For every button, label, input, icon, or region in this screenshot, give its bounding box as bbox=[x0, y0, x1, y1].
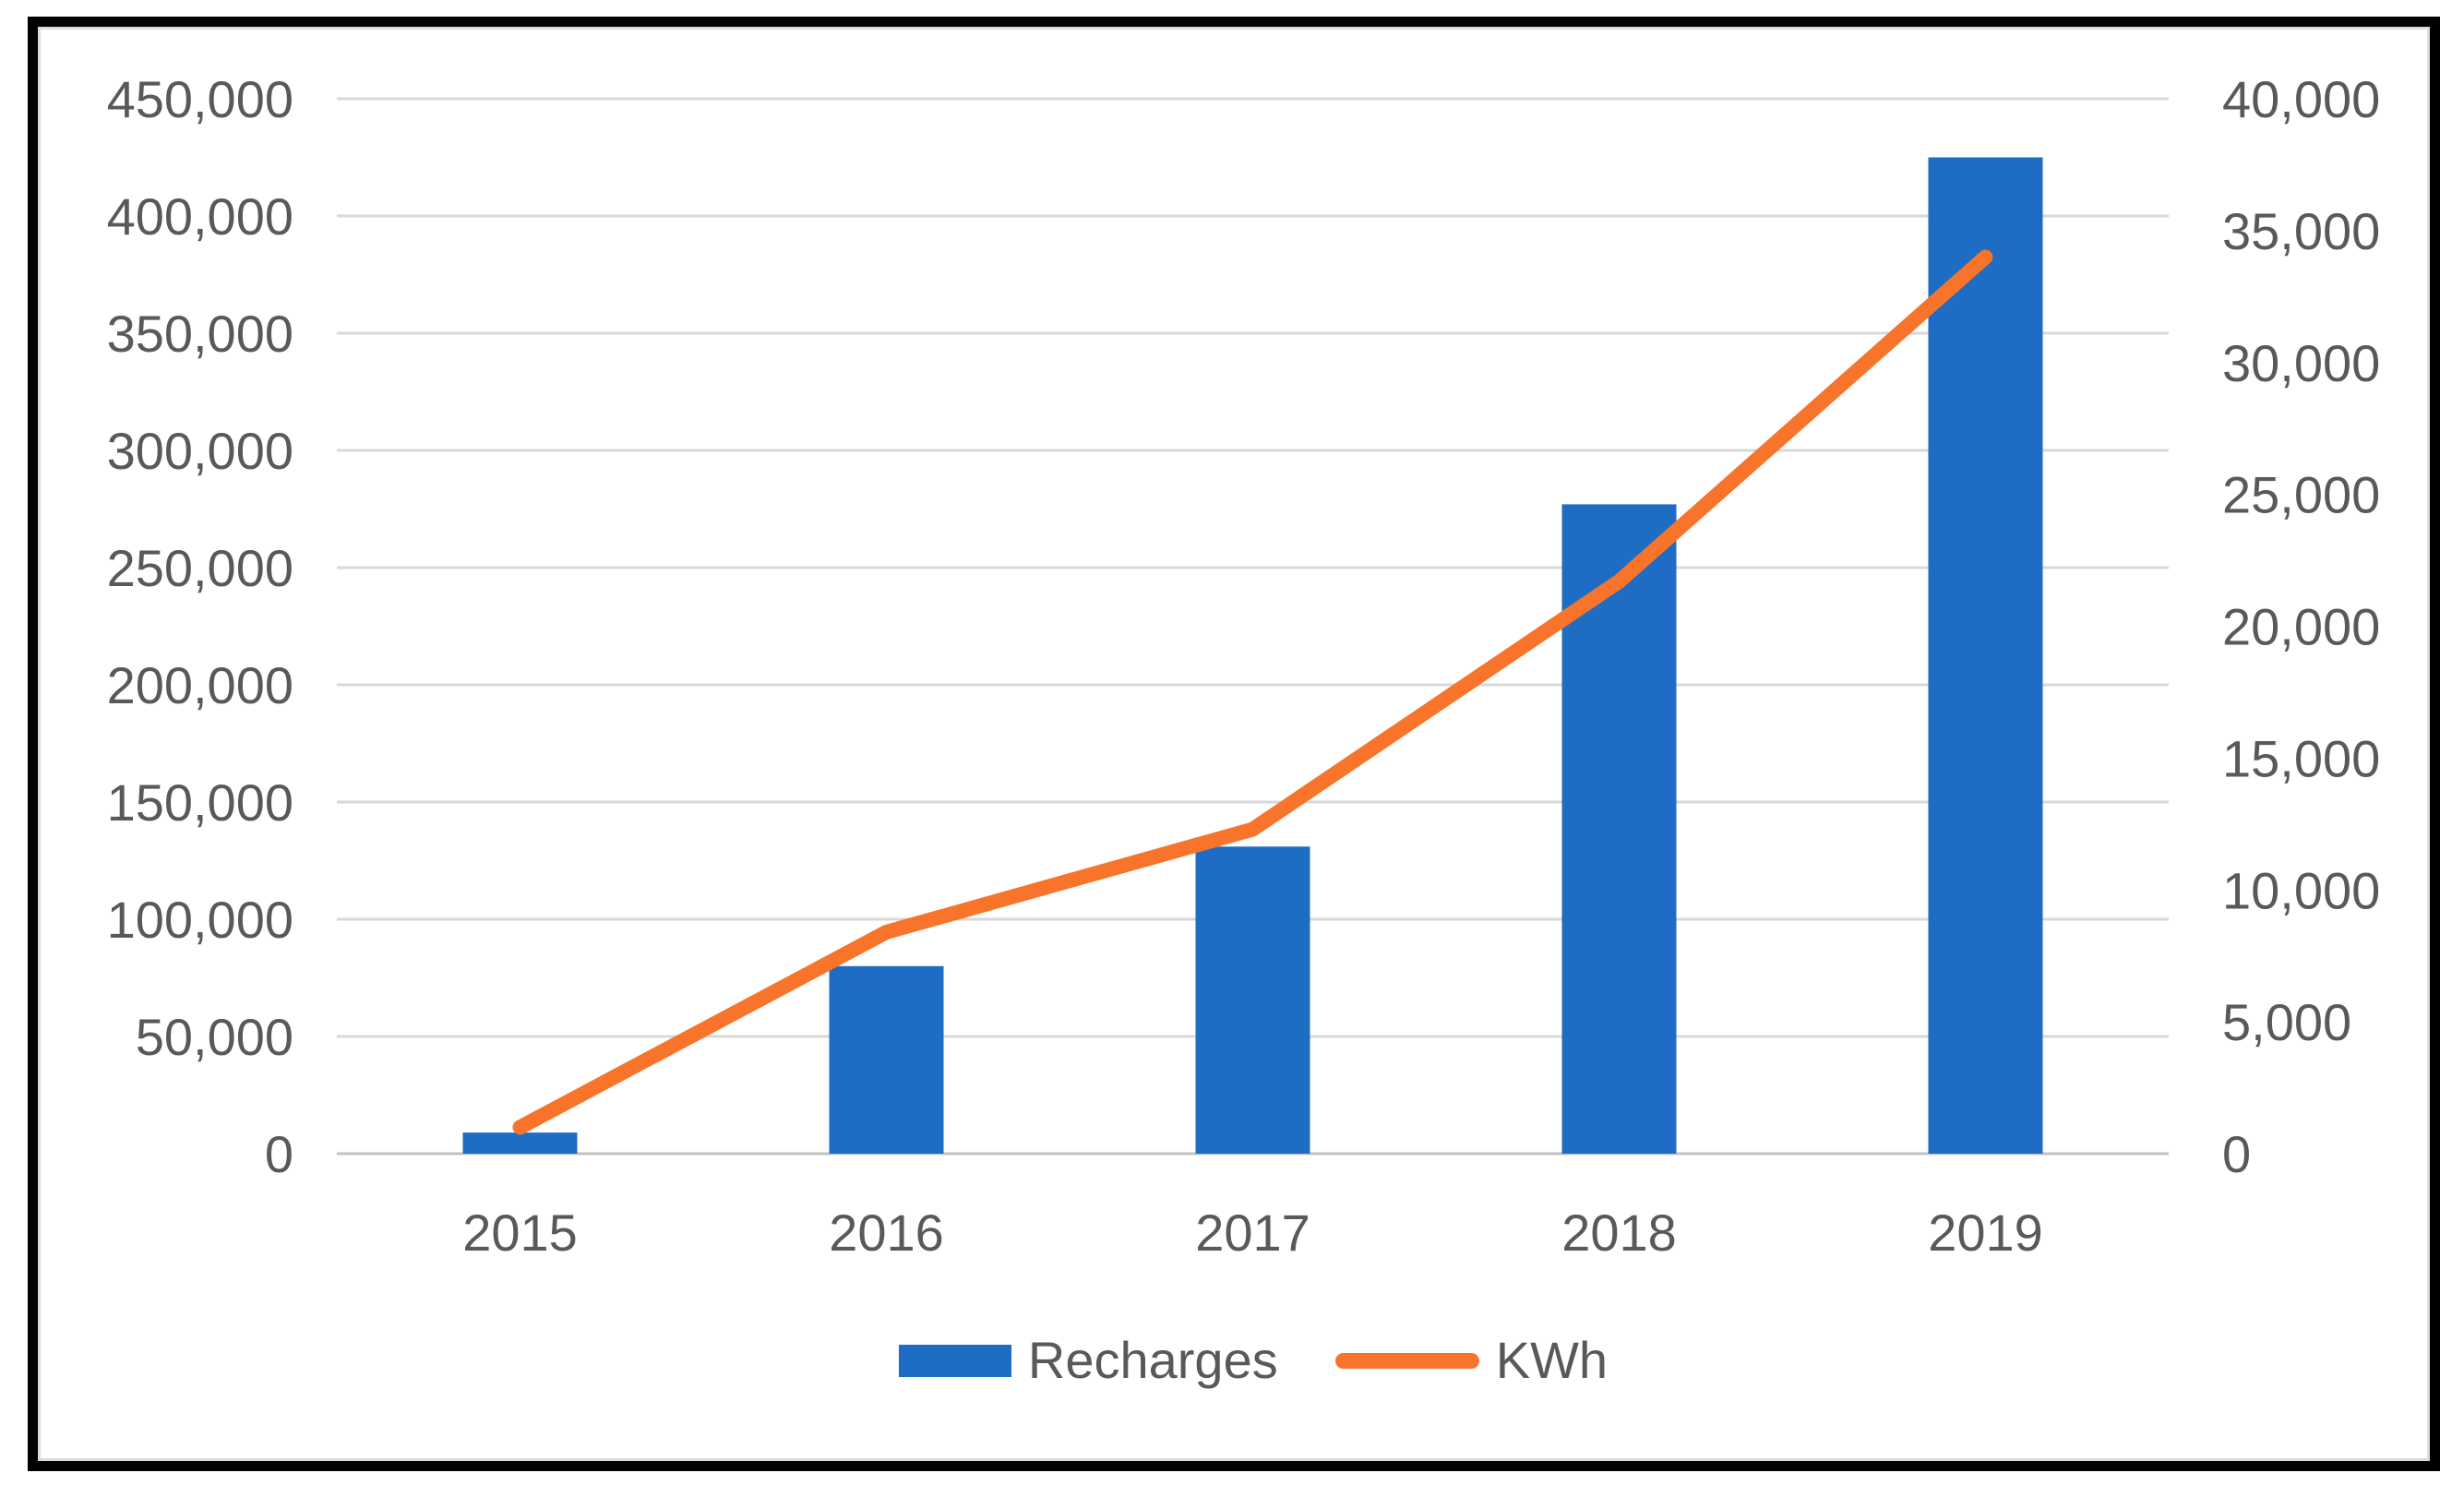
left-axis-tick-label: 200,000 bbox=[107, 656, 293, 714]
chart-border-frame bbox=[28, 17, 2440, 1471]
legend-item-recharges: Recharges bbox=[898, 1331, 1278, 1389]
chart-legend: Recharges KWh bbox=[0, 1335, 2464, 1386]
right-axis-tick-label: 20,000 bbox=[2222, 598, 2380, 656]
bar-2015 bbox=[462, 1132, 578, 1154]
legend-line-swatch bbox=[1334, 1352, 1479, 1369]
left-axis-tick-label: 250,000 bbox=[107, 539, 293, 597]
x-axis-label-2017: 2017 bbox=[1195, 1204, 1310, 1262]
legend-label-recharges: Recharges bbox=[1027, 1331, 1278, 1389]
left-axis-tick-label: 150,000 bbox=[107, 773, 293, 832]
left-axis-tick-label: 350,000 bbox=[107, 305, 293, 363]
x-axis-label-2015: 2015 bbox=[462, 1204, 578, 1262]
legend-label-kwh: KWh bbox=[1495, 1331, 1609, 1389]
chart-inner-border bbox=[38, 27, 2430, 1461]
right-axis-tick-label: 40,000 bbox=[2222, 70, 2380, 128]
left-axis-tick-label: 400,000 bbox=[107, 187, 293, 246]
x-axis-label-2016: 2016 bbox=[829, 1204, 944, 1262]
right-axis-tick-label: 10,000 bbox=[2222, 861, 2380, 919]
bar-2019 bbox=[1928, 157, 2043, 1154]
left-axis-tick-label: 100,000 bbox=[107, 891, 293, 949]
right-axis-tick-label: 15,000 bbox=[2222, 729, 2380, 787]
left-axis-tick-label: 50,000 bbox=[136, 1008, 293, 1066]
bar-2016 bbox=[829, 965, 944, 1154]
legend-bar-swatch bbox=[898, 1344, 1011, 1377]
x-axis-label-2019: 2019 bbox=[1928, 1204, 2043, 1262]
left-axis-tick-label: 300,000 bbox=[107, 422, 293, 480]
right-axis-tick-label: 30,000 bbox=[2222, 334, 2380, 392]
right-axis-tick-label: 35,000 bbox=[2222, 202, 2380, 260]
right-axis-tick-label: 5,000 bbox=[2222, 993, 2351, 1051]
right-axis-tick-label: 0 bbox=[2222, 1125, 2251, 1183]
kwh-line-series bbox=[512, 249, 1993, 1135]
left-axis-tick-label: 450,000 bbox=[107, 70, 293, 128]
left-axis-tick-label: 0 bbox=[265, 1125, 293, 1183]
right-axis-tick-label: 25,000 bbox=[2222, 466, 2380, 524]
bar-2017 bbox=[1195, 846, 1310, 1154]
x-axis-label-2018: 2018 bbox=[1561, 1204, 1677, 1262]
legend-item-kwh: KWh bbox=[1334, 1331, 1609, 1389]
